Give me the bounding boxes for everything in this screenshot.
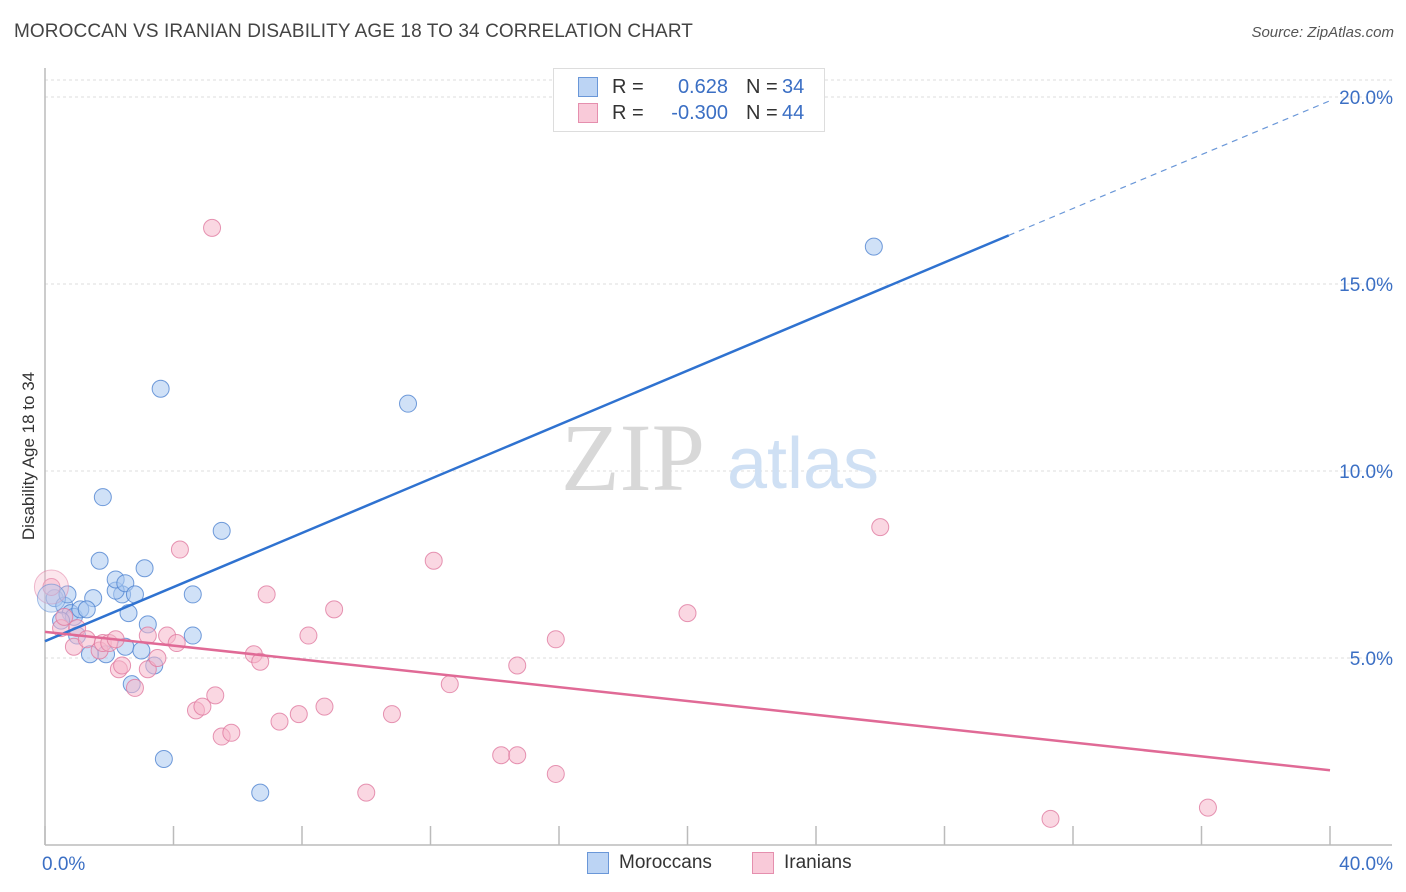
y-tick-label: 20.0% bbox=[1339, 88, 1393, 109]
legend-n-label: N = bbox=[746, 75, 778, 98]
tick-labels: 5.0% 10.0% 15.0% 20.0% 0.0% 40.0% bbox=[42, 88, 1393, 875]
iranian-point bbox=[113, 656, 132, 675]
moroccan-point bbox=[183, 585, 202, 604]
iranian-point bbox=[299, 626, 318, 645]
iranian-point bbox=[251, 652, 270, 671]
bottom-legend-label-moroccans: Moroccans bbox=[619, 852, 712, 873]
moroccan-point bbox=[864, 237, 883, 256]
iranian-point bbox=[148, 649, 167, 667]
bottom-legend-iranians: Iranians bbox=[752, 852, 852, 874]
watermark-zip: ZIP bbox=[561, 404, 705, 511]
y-axis-label: Disability Age 18 to 34 bbox=[19, 372, 38, 540]
legend-n-label: N = bbox=[746, 101, 778, 124]
iranian-point bbox=[170, 540, 189, 559]
iranian-point bbox=[222, 723, 241, 742]
watermark-atlas: atlas bbox=[727, 424, 879, 504]
moroccan-point bbox=[151, 379, 170, 398]
legend-r-label: R = bbox=[612, 75, 644, 98]
moroccan-trend-line bbox=[44, 234, 1010, 643]
moroccan-point bbox=[212, 521, 231, 540]
iranian-point bbox=[492, 746, 511, 765]
chart-title: MOROCCAN VS IRANIAN DISABILITY AGE 18 TO… bbox=[14, 21, 694, 42]
iranian-point bbox=[1198, 798, 1217, 817]
moroccan-trend-extension bbox=[1008, 100, 1331, 236]
iranian-point bbox=[206, 686, 225, 705]
moroccan-point bbox=[93, 488, 112, 507]
x-tick-label: 40.0% bbox=[1339, 854, 1393, 875]
iranian-point bbox=[508, 746, 527, 765]
iranian-point bbox=[167, 634, 186, 653]
iranian-point bbox=[546, 630, 565, 649]
moroccan-point bbox=[251, 783, 270, 802]
legend-row-moroccans: R = 0.628 N = 34 bbox=[578, 75, 804, 99]
iranian-point bbox=[440, 675, 459, 694]
iranian-point bbox=[382, 705, 401, 724]
legend-n-value: 34 bbox=[782, 75, 805, 98]
series-iranians-points bbox=[42, 218, 1217, 828]
bottom-legend-moroccans: Moroccans bbox=[587, 852, 712, 874]
bottom-legend-swatch-moroccans bbox=[587, 852, 609, 874]
moroccan-point bbox=[154, 749, 173, 768]
watermark: ZIP atlas bbox=[561, 404, 879, 511]
iranian-trend-line bbox=[44, 630, 1331, 772]
y-tick-label: 10.0% bbox=[1339, 462, 1393, 483]
iranian-point bbox=[203, 218, 222, 237]
iranian-point bbox=[546, 764, 565, 783]
iranian-point bbox=[357, 783, 376, 802]
iranian-point bbox=[325, 600, 344, 619]
grid bbox=[45, 79, 1392, 659]
moroccan-point bbox=[77, 600, 96, 619]
axes bbox=[44, 68, 1392, 846]
legend-n-value: 44 bbox=[782, 101, 805, 124]
legend-swatch-moroccans bbox=[578, 77, 598, 97]
iranian-point bbox=[193, 697, 212, 716]
iranian-point bbox=[55, 607, 74, 626]
iranian-point bbox=[678, 604, 697, 623]
iranian-point bbox=[424, 551, 443, 570]
legend-r-value: -0.300 bbox=[671, 101, 728, 124]
legend-box: R = 0.628 N = 34 R = -0.300 N = 44 bbox=[553, 68, 825, 132]
legend-r-label: R = bbox=[612, 101, 644, 124]
iranian-point bbox=[315, 697, 334, 716]
moroccan-point bbox=[90, 551, 109, 570]
iranian-point bbox=[270, 712, 289, 731]
trend-lines bbox=[44, 100, 1331, 772]
moroccan-point-large bbox=[36, 583, 66, 613]
x-tick-label: 0.0% bbox=[42, 854, 85, 875]
moroccan-point bbox=[135, 559, 154, 578]
bottom-legend-label-iranians: Iranians bbox=[784, 852, 852, 873]
points bbox=[33, 218, 1217, 828]
bottom-legend-swatch-iranians bbox=[752, 852, 774, 874]
iranian-point bbox=[257, 585, 276, 604]
iranian-point bbox=[1041, 809, 1060, 828]
iranian-point bbox=[289, 705, 308, 724]
y-tick-label: 5.0% bbox=[1350, 649, 1393, 670]
series-moroccans-points bbox=[45, 237, 883, 802]
moroccan-point bbox=[183, 626, 202, 645]
legend-swatch-iranians bbox=[578, 103, 598, 123]
legend-r-value: 0.628 bbox=[677, 75, 728, 98]
moroccan-point bbox=[399, 394, 418, 413]
legend-row-iranians: R = -0.300 N = 44 bbox=[578, 101, 804, 125]
iranian-point bbox=[508, 656, 527, 675]
iranian-point-large bbox=[33, 569, 69, 605]
source-label: Source: ZipAtlas.com bbox=[1251, 24, 1394, 41]
y-tick-label: 15.0% bbox=[1339, 275, 1393, 296]
iranian-point bbox=[871, 518, 890, 537]
moroccan-point bbox=[132, 641, 151, 660]
iranian-point bbox=[125, 678, 144, 697]
